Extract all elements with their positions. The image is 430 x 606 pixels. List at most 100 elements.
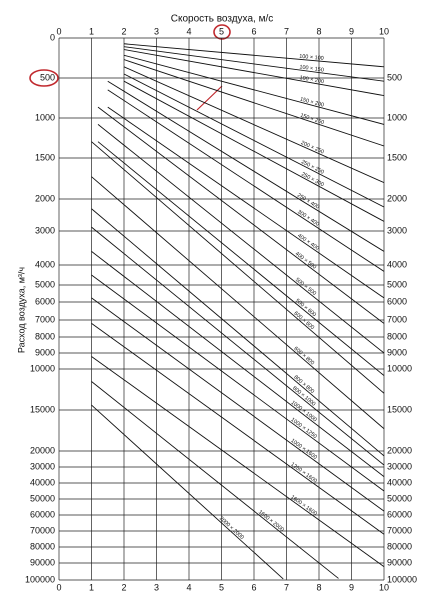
duct-line (107, 106, 385, 299)
y-tick-label: 4000 (387, 259, 407, 269)
y-tick-label: 7000 (35, 314, 55, 324)
y-tick-label: 50000 (30, 493, 55, 503)
y-tick-label: 50000 (387, 493, 412, 503)
x-tick-label: 8 (316, 26, 321, 36)
x-tick-label: 7 (284, 582, 289, 592)
duct-line (91, 297, 385, 512)
duct-line (107, 80, 385, 252)
highlight-pointer (196, 85, 223, 111)
y-tick-label: 15000 (387, 404, 412, 414)
x-tick-label: 7 (284, 26, 289, 36)
y-tick-label: 6000 (387, 296, 407, 306)
y-tick-label: 100000 (25, 574, 55, 584)
duct-line (123, 59, 385, 147)
duct-line (97, 124, 385, 354)
y-tick-label: 100000 (387, 574, 417, 584)
y-tick-label: 0 (50, 32, 55, 42)
y-tick-label: 9000 (387, 347, 407, 357)
highlight-circle (213, 24, 231, 40)
duct-line (91, 176, 385, 430)
x-tick-label: 2 (121, 26, 126, 36)
duct-line (123, 80, 385, 222)
y-tick-label: 10000 (387, 363, 412, 373)
duct-line (97, 106, 385, 324)
y-tick-label: 8000 (387, 331, 407, 341)
duct-line (97, 141, 385, 376)
x-tick-label: 4 (186, 26, 191, 36)
duct-line (91, 251, 385, 477)
duct-line (123, 73, 385, 208)
y-tick-label: 1000 (35, 112, 55, 122)
y-tick-label: 40000 (387, 477, 412, 487)
y-tick-label: 2000 (387, 193, 407, 203)
x-tick-label: 10 (379, 582, 389, 592)
y-tick-label: 70000 (387, 525, 412, 535)
x-tick-label: 1 (89, 26, 94, 36)
y-tick-label: 20000 (387, 445, 412, 455)
x-tick-label: 5 (219, 26, 224, 36)
y-tick-label: 70000 (30, 525, 55, 535)
y-tick-label: 90000 (387, 557, 412, 567)
duct-line (91, 274, 385, 492)
duct-line (91, 323, 385, 535)
duct-line (91, 404, 284, 580)
y-tick-label: 60000 (30, 509, 55, 519)
y-tick-label: 1000 (387, 112, 407, 122)
y-tick-label: 4000 (35, 259, 55, 269)
x-tick-label: 6 (251, 26, 256, 36)
duct-line (91, 381, 339, 579)
duct-line (107, 89, 385, 272)
duct-line (91, 356, 385, 568)
x-tick-label: 4 (186, 582, 191, 592)
y-tick-label: 500 (40, 72, 55, 82)
y-tick-label: 500 (387, 72, 402, 82)
duct-line (123, 49, 385, 97)
duct-line (123, 46, 385, 82)
y-tick-label: 1500 (35, 152, 55, 162)
x-axis-title: Скорость воздуха, м/с (171, 14, 273, 25)
y-tick-label: 3000 (387, 225, 407, 235)
duct-size-label: 100 × 150 (299, 64, 324, 73)
duct-line (91, 141, 385, 394)
x-tick-label: 3 (154, 582, 159, 592)
duct-line (123, 43, 385, 68)
x-tick-label: 5 (219, 582, 224, 592)
y-tick-label: 2000 (35, 193, 55, 203)
y-tick-label: 40000 (30, 477, 55, 487)
y-tick-label: 8000 (35, 331, 55, 341)
duct-line (91, 226, 385, 466)
y-tick-label: 60000 (387, 509, 412, 519)
y-tick-label: 80000 (30, 541, 55, 551)
y-tick-label: 15000 (30, 404, 55, 414)
y-tick-label: 30000 (387, 461, 412, 471)
x-tick-label: 1 (89, 582, 94, 592)
y-tick-label: 30000 (30, 461, 55, 471)
y-tick-label: 5000 (35, 279, 55, 289)
x-tick-label: 9 (349, 582, 354, 592)
x-tick-label: 9 (349, 26, 354, 36)
y-tick-label: 80000 (387, 541, 412, 551)
x-tick-label: 8 (316, 582, 321, 592)
y-tick-label: 5000 (387, 279, 407, 289)
duct-line (123, 54, 385, 125)
x-tick-label: 0 (56, 26, 61, 36)
y-tick-label: 9000 (35, 347, 55, 357)
x-tick-label: 0 (56, 582, 61, 592)
y-tick-label: 90000 (30, 557, 55, 567)
highlight-circle (29, 69, 59, 87)
x-tick-label: 2 (121, 582, 126, 592)
y-tick-label: 10000 (30, 363, 55, 373)
duct-size-label: 100 × 200 (299, 75, 324, 85)
y-tick-label: 20000 (30, 445, 55, 455)
duct-line (91, 208, 385, 457)
y-tick-label: 1500 (387, 152, 407, 162)
x-tick-label: 6 (251, 582, 256, 592)
x-tick-label: 10 (379, 26, 389, 36)
duct-size-label: 100 × 100 (299, 54, 324, 62)
y-axis-title: Расход воздуха, м³/ч (16, 267, 26, 354)
duct-line (123, 66, 385, 184)
y-tick-label: 3000 (35, 225, 55, 235)
y-tick-label: 6000 (35, 296, 55, 306)
